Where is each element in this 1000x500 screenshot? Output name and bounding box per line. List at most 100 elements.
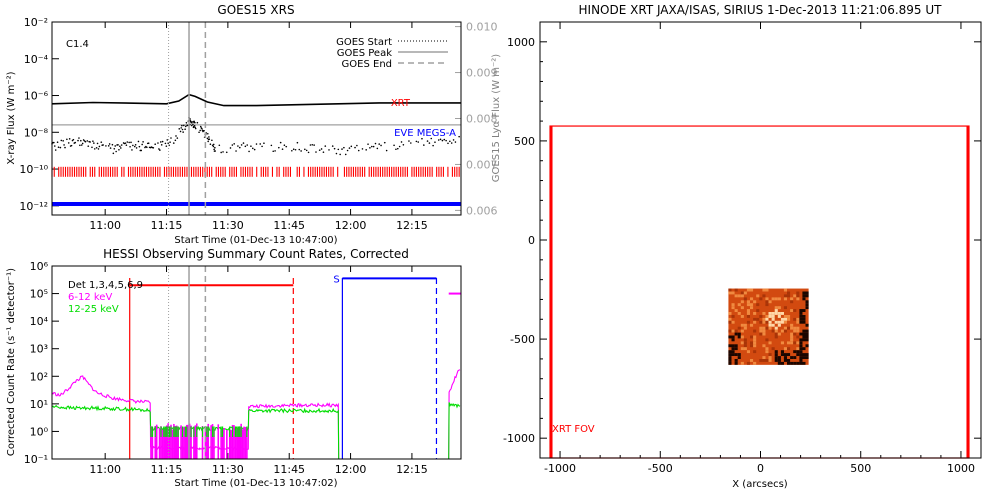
megs-dot [53, 145, 56, 147]
goes-title: GOES15 XRS [217, 3, 294, 17]
xrt-image-pixel [765, 359, 769, 362]
legend-6-12-kev: 6-12 keV [68, 292, 112, 303]
xrt-image-pixel [762, 312, 766, 315]
xrt-image-pixel [734, 359, 738, 362]
megs-dot [109, 147, 112, 149]
xrt-image-pixel [728, 356, 732, 359]
megs-dot [365, 149, 367, 151]
megs-dot [184, 128, 186, 131]
xrt-image-pixel [805, 294, 809, 298]
xrt-image-pixel [774, 350, 778, 354]
xrt-image-pixel [777, 361, 781, 365]
megs-dot [142, 141, 144, 143]
megs-dot [93, 142, 95, 144]
xrt-image-pixel [731, 353, 735, 356]
megs-dot [458, 135, 460, 138]
megs-dot [172, 142, 175, 144]
xrt-image-pixel [762, 288, 766, 292]
megs-dot [218, 144, 221, 147]
goes-y2label: GOES15 Lyα Flux (W m⁻²) [491, 54, 502, 182]
megs-dot [80, 144, 83, 146]
xrt-image-pixel [805, 300, 809, 304]
xrt-image-pixel [802, 309, 806, 312]
goes-y2tick-label: 0.008 [466, 113, 498, 126]
xrt-frame [539, 21, 982, 459]
xrt-image-pixel [746, 288, 750, 292]
goes-ytick-label: 10⁻⁶ [24, 90, 49, 103]
megs-dot [212, 145, 215, 148]
xrt-image-pixel [787, 326, 791, 330]
megs-dot [350, 145, 353, 148]
xrt-image-pixel [753, 344, 757, 348]
hessi-xtick-label: 11:15 [151, 463, 183, 476]
xrt-image-pixel [756, 294, 760, 298]
xrt-image-pixel [768, 359, 772, 362]
megs-dot [439, 138, 442, 141]
goes-y2tick-label: 0.006 [466, 204, 498, 217]
xrt-image-pixel [774, 297, 778, 301]
megs-dot [161, 140, 164, 143]
xrt-image-pixel [780, 341, 784, 345]
megs-dot [279, 141, 282, 144]
xrt-image-pixel [768, 326, 772, 330]
goes-frame [51, 21, 462, 216]
xrt-image-pixel [737, 326, 741, 330]
megs-dot [165, 145, 168, 147]
xrt-image-pixel [790, 338, 794, 342]
xrt-plot-area: -1000 -500 0 500 1000 1000 500 0 -500 -1000 [503, 22, 981, 475]
goes-y2tick-label: 0.009 [466, 67, 498, 80]
xrt-ytick-label: -500 [510, 333, 535, 346]
megs-dot [449, 140, 451, 143]
megs-dot [59, 146, 62, 149]
xrt-image-pixel [777, 297, 781, 301]
xrt-image-pixel [728, 359, 732, 362]
xrt-image-pixel [759, 359, 763, 362]
megs-dot [97, 148, 100, 150]
megs-dot [212, 143, 215, 146]
xrt-image-pixel [740, 347, 744, 351]
goes-xlabel: Start Time (01-Dec-13 10:47:00) [174, 235, 337, 246]
xrt-image-pixel [746, 320, 750, 324]
xrt-image-pixel [746, 361, 750, 365]
legend-goes-start: GOES Start [336, 37, 392, 48]
megs-dot [372, 145, 375, 148]
megs-dot [182, 131, 184, 133]
xrt-image-pixel [762, 320, 766, 324]
xrt-image-pixel [805, 344, 809, 348]
xrt-image-pixel [787, 294, 791, 298]
megs-dot [178, 128, 181, 130]
xrt-image-pixel [762, 317, 766, 321]
xrt-image-pixel [728, 335, 732, 339]
megs-dot [170, 137, 172, 139]
megs-dot [105, 145, 107, 147]
megs-dot [423, 144, 425, 146]
megs-dot [159, 149, 161, 151]
xrt-image-pixel [796, 297, 800, 301]
xrt-image-pixel [743, 291, 747, 295]
megs-dot [207, 140, 209, 143]
megs-dot [206, 137, 209, 140]
xrt-image-pixel [787, 347, 791, 351]
xrt-image-pixel [777, 356, 781, 359]
megs-dot [408, 140, 410, 142]
megs-dot [454, 141, 457, 143]
megs-dot [370, 145, 373, 148]
xrt-image-pixel [734, 332, 738, 336]
xrt-image-pixel [759, 326, 763, 330]
megs-dot [272, 150, 275, 153]
xrt-image-pixel [783, 306, 787, 310]
xrt-image-pixel [796, 326, 800, 330]
hessi-ylabel: Corrected Count Rate (s⁻¹ detector⁻¹) [6, 268, 17, 456]
xrt-image-pixel [802, 329, 806, 333]
megs-dot [376, 147, 379, 150]
xrt-image-pixel [753, 312, 757, 315]
megs-dot [285, 145, 288, 148]
goes-y2tick-label: 0.007 [466, 158, 498, 171]
megs-dot [209, 143, 212, 145]
megs-dot [89, 141, 91, 143]
megs-dot [400, 141, 403, 143]
megs-dot [140, 149, 143, 152]
xrt-image-pixel [793, 332, 797, 336]
xrt-image-pixel [753, 350, 757, 354]
megs-dot [238, 146, 241, 149]
